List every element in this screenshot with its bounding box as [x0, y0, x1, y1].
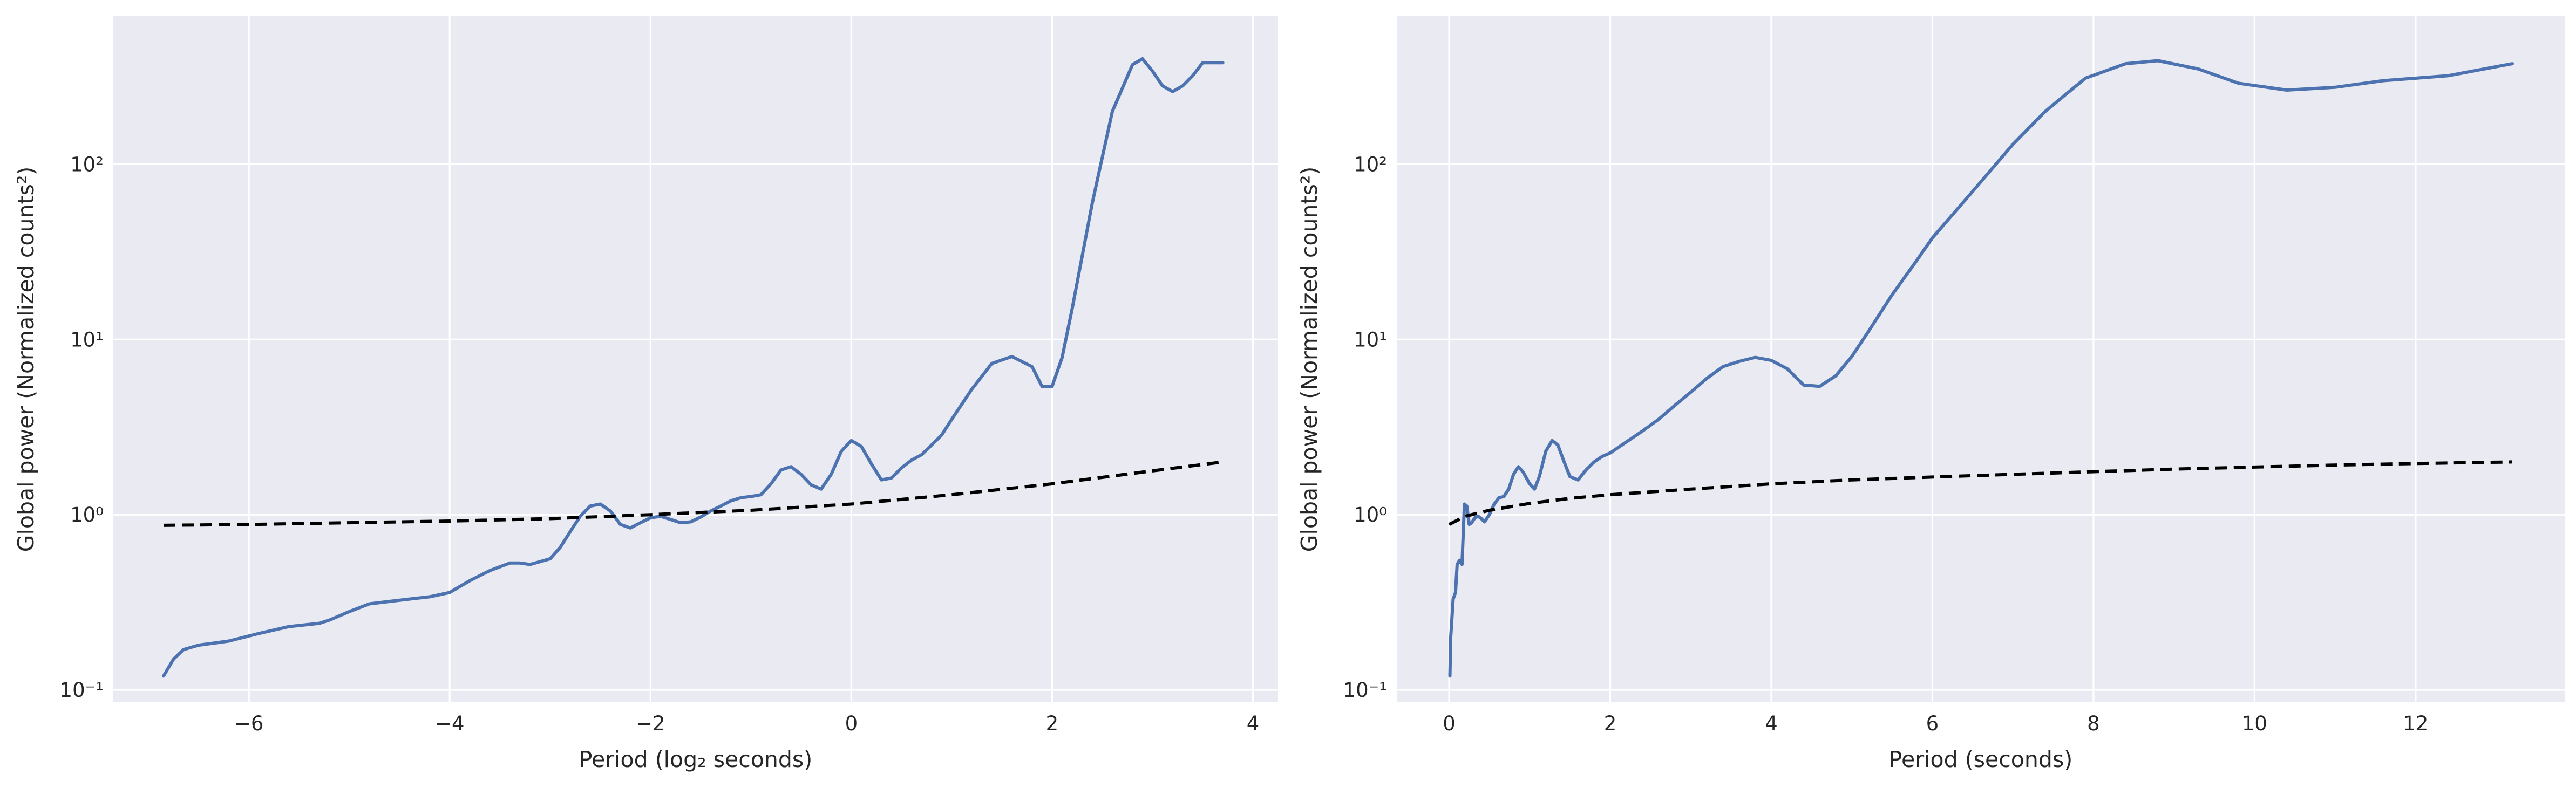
x-tick-label: −4	[435, 712, 465, 735]
x-tick-label: 10	[2242, 712, 2267, 735]
y-tick-label: 10⁻¹	[1343, 679, 1387, 702]
x-tick-label: 4	[1765, 712, 1778, 735]
y-axis-label: Global power (Normalized counts²)	[1296, 167, 1322, 552]
x-tick-label: −6	[234, 712, 264, 735]
y-tick-label: 10⁰	[1354, 503, 1387, 526]
right-chart-panel: 0 2 4 6 8 10 12 10⁻¹ 10⁰ 10¹ 10² Period (seconds) Gl…	[1296, 16, 2565, 772]
x-tick-label: 12	[2403, 712, 2428, 735]
x-tick-label: 4	[1247, 712, 1260, 735]
y-tick-label: 10²	[70, 153, 104, 176]
plot-area	[1397, 16, 2565, 702]
y-tick-label: 10¹	[1354, 328, 1387, 351]
global-power-line	[1448, 59, 2514, 678]
plot-area	[113, 16, 1278, 702]
y-tick-label: 10¹	[70, 328, 104, 351]
significance-line	[1448, 460, 2513, 526]
significance-line	[163, 460, 1224, 527]
y-tick-label: 10²	[1354, 153, 1387, 176]
x-axis-label: Period (seconds)	[1889, 747, 2072, 772]
x-tick-label: 0	[845, 712, 858, 735]
x-tick-label: 2	[1604, 712, 1617, 735]
left-chart-panel: −6 −4 −2 0 2 4 10⁻¹ 10⁰ 10¹ 10² Period (log₂ secon…	[13, 16, 1278, 772]
y-axis-label: Global power (Normalized counts²)	[13, 167, 39, 552]
x-tick-label: 8	[2087, 712, 2100, 735]
x-tick-label: 6	[1926, 712, 1939, 735]
y-tick-label: 10⁻¹	[60, 679, 104, 702]
x-tick-label: 2	[1046, 712, 1059, 735]
y-tick-label: 10⁰	[70, 503, 104, 526]
global-power-line	[162, 57, 1225, 678]
x-tick-label: 0	[1443, 712, 1456, 735]
x-tick-label: −2	[636, 712, 665, 735]
x-axis-label: Period (log₂ seconds)	[579, 747, 812, 772]
